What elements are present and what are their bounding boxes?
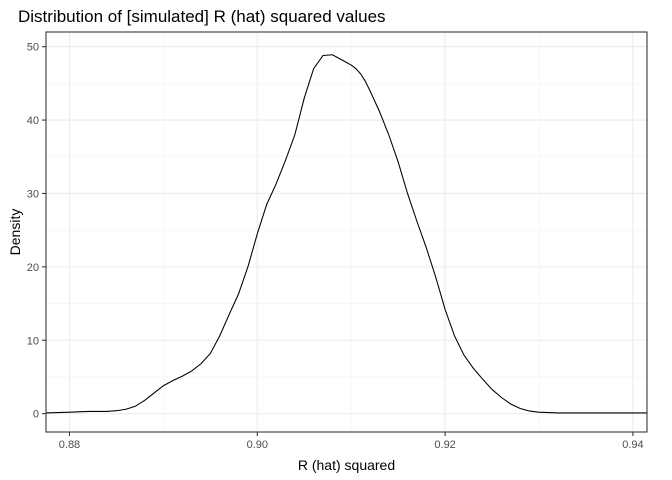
y-tick-label: 40 <box>27 115 39 127</box>
x-tick-label: 0.90 <box>247 439 268 451</box>
chart-title: Distribution of [simulated] R (hat) squa… <box>18 7 386 26</box>
y-tick-label: 0 <box>33 409 39 421</box>
y-tick-label: 50 <box>27 42 39 54</box>
y-tick-label: 30 <box>27 188 39 200</box>
grid <box>46 32 647 432</box>
y-axis-title: Density <box>7 209 23 256</box>
x-axis: 0.88 0.90 0.92 0.94 <box>59 432 644 451</box>
plot-panel <box>45 31 648 433</box>
x-tick-label: 0.88 <box>59 439 80 451</box>
y-tick-label: 20 <box>27 262 39 274</box>
x-tick-label: 0.92 <box>434 439 455 451</box>
density-curve <box>45 54 647 414</box>
x-tick-label: 0.94 <box>622 439 643 451</box>
y-tick-label: 10 <box>27 335 39 347</box>
x-axis-title: R (hat) squared <box>298 457 395 473</box>
y-axis: 0 10 20 30 40 50 <box>27 42 46 421</box>
